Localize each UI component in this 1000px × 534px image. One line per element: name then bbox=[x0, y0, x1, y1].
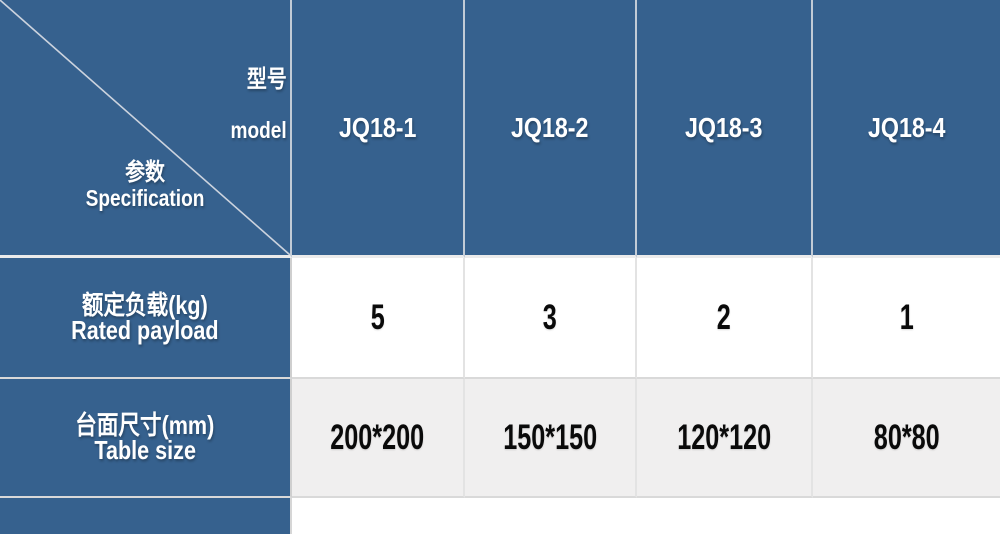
partial-row-header-cell bbox=[0, 498, 292, 534]
spec-label-cn: 参数 bbox=[125, 159, 165, 186]
column-header-label: JQ18-4 bbox=[867, 111, 946, 143]
diagonal-divider-line bbox=[0, 0, 290, 255]
column-header-jq18-2: JQ18-2 bbox=[465, 0, 637, 258]
column-header-label: JQ18-3 bbox=[685, 111, 763, 143]
spec-label-en: Specification bbox=[85, 185, 205, 211]
value-text: 2 bbox=[716, 297, 732, 337]
row-header-table-size: 台面尺寸(mm) Table size bbox=[0, 379, 292, 498]
column-header-label: JQ18-1 bbox=[338, 111, 417, 143]
row-header-rated-payload: 额定负载(kg) Rated payload bbox=[0, 258, 292, 379]
row-label-en: Rated payload bbox=[71, 315, 219, 345]
partial-row-cells bbox=[292, 498, 1000, 534]
column-header-jq18-1: JQ18-1 bbox=[292, 0, 465, 258]
row-label-cn: 额定负载(kg) bbox=[82, 290, 208, 320]
value-cell-size-jq18-2: 150*150 bbox=[465, 379, 637, 498]
value-cell-payload-jq18-3: 2 bbox=[637, 258, 813, 379]
value-cell-size-jq18-4: 80*80 bbox=[813, 379, 1000, 498]
value-text: 5 bbox=[370, 297, 385, 337]
value-cell-payload-jq18-2: 3 bbox=[465, 258, 637, 379]
value-cell-size-jq18-3: 120*120 bbox=[637, 379, 813, 498]
model-label-en: model bbox=[230, 117, 287, 143]
column-header-jq18-3: JQ18-3 bbox=[637, 0, 813, 258]
corner-spec-label-group: 参数 Specification bbox=[0, 159, 290, 211]
corner-header-cell: 型号 model 参数 Specification bbox=[0, 0, 292, 258]
value-text: 200*200 bbox=[330, 417, 425, 457]
value-cell-payload-jq18-1: 5 bbox=[292, 258, 465, 379]
value-text: 1 bbox=[899, 297, 914, 337]
value-cell-payload-jq18-4: 1 bbox=[813, 258, 1000, 379]
row-label-cn: 台面尺寸(mm) bbox=[75, 410, 215, 440]
row-label-en: Table size bbox=[94, 435, 196, 465]
column-header-jq18-4: JQ18-4 bbox=[813, 0, 1000, 258]
value-text: 3 bbox=[542, 297, 558, 337]
value-text: 150*150 bbox=[503, 417, 597, 457]
value-text: 120*120 bbox=[677, 417, 771, 457]
value-text: 80*80 bbox=[873, 417, 940, 457]
value-cell-size-jq18-1: 200*200 bbox=[292, 379, 465, 498]
model-label-cn: 型号 bbox=[247, 66, 287, 93]
column-header-label: JQ18-2 bbox=[511, 111, 589, 143]
corner-model-label-group: 型号 model bbox=[219, 66, 287, 142]
